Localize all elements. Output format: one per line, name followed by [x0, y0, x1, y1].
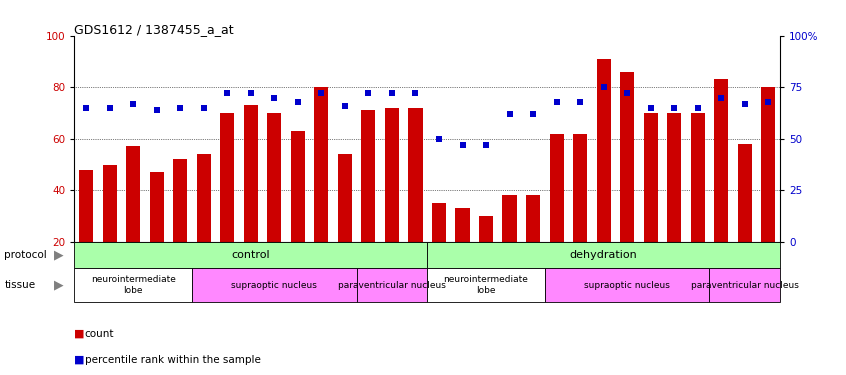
- Bar: [545, 268, 710, 302]
- Bar: [738, 144, 752, 242]
- Bar: [432, 203, 446, 242]
- Point: [620, 90, 634, 96]
- Text: ▶: ▶: [54, 249, 63, 261]
- Point: [644, 105, 657, 111]
- Bar: [479, 216, 493, 242]
- Bar: [315, 87, 328, 242]
- Point: [126, 101, 140, 107]
- Bar: [427, 242, 780, 268]
- Point: [456, 142, 470, 148]
- Point: [362, 90, 376, 96]
- Point: [761, 99, 775, 105]
- Text: protocol: protocol: [4, 250, 47, 260]
- Bar: [74, 242, 427, 268]
- Point: [150, 107, 163, 113]
- Bar: [714, 80, 728, 242]
- Point: [244, 90, 257, 96]
- Text: ■: ■: [74, 329, 85, 339]
- Bar: [503, 195, 517, 242]
- Bar: [126, 147, 140, 242]
- Text: paraventricular nucleus: paraventricular nucleus: [338, 280, 446, 290]
- Bar: [220, 113, 234, 242]
- Point: [738, 101, 751, 107]
- Bar: [620, 72, 634, 242]
- Bar: [244, 105, 258, 242]
- Point: [526, 111, 540, 117]
- Point: [315, 90, 328, 96]
- Text: neurointermediate
lobe: neurointermediate lobe: [443, 275, 529, 295]
- Bar: [690, 113, 705, 242]
- Point: [385, 90, 398, 96]
- Point: [667, 105, 681, 111]
- Point: [432, 136, 446, 142]
- Bar: [150, 172, 164, 242]
- Bar: [102, 165, 117, 242]
- Point: [80, 105, 93, 111]
- Point: [714, 94, 728, 100]
- Bar: [455, 209, 470, 242]
- Text: GDS1612 / 1387455_a_at: GDS1612 / 1387455_a_at: [74, 22, 234, 36]
- Point: [550, 99, 563, 105]
- Point: [173, 105, 187, 111]
- Bar: [526, 195, 540, 242]
- Text: neurointermediate
lobe: neurointermediate lobe: [91, 275, 176, 295]
- Text: supraoptic nucleus: supraoptic nucleus: [585, 280, 670, 290]
- Text: paraventricular nucleus: paraventricular nucleus: [691, 280, 799, 290]
- Bar: [80, 170, 93, 242]
- Bar: [667, 113, 681, 242]
- Text: dehydration: dehydration: [569, 250, 638, 260]
- Bar: [710, 268, 780, 302]
- Bar: [267, 113, 282, 242]
- Point: [596, 84, 610, 90]
- Point: [221, 90, 234, 96]
- Text: percentile rank within the sample: percentile rank within the sample: [85, 355, 261, 365]
- Bar: [644, 113, 657, 242]
- Bar: [197, 154, 211, 242]
- Point: [197, 105, 211, 111]
- Bar: [74, 268, 192, 302]
- Point: [409, 90, 422, 96]
- Bar: [385, 108, 399, 242]
- Text: supraoptic nucleus: supraoptic nucleus: [232, 280, 317, 290]
- Bar: [409, 108, 422, 242]
- Text: ▶: ▶: [54, 279, 63, 291]
- Bar: [338, 154, 352, 242]
- Point: [574, 99, 587, 105]
- Bar: [427, 268, 545, 302]
- Text: control: control: [232, 250, 270, 260]
- Point: [503, 111, 516, 117]
- Point: [103, 105, 117, 111]
- Point: [291, 99, 305, 105]
- Bar: [550, 134, 563, 242]
- Bar: [761, 87, 775, 242]
- Bar: [291, 131, 305, 242]
- Bar: [573, 134, 587, 242]
- Bar: [361, 110, 376, 242]
- Point: [691, 105, 705, 111]
- Point: [338, 103, 352, 109]
- Point: [479, 142, 492, 148]
- Text: tissue: tissue: [4, 280, 36, 290]
- Bar: [192, 268, 357, 302]
- Bar: [357, 268, 427, 302]
- Bar: [173, 159, 187, 242]
- Point: [267, 94, 281, 100]
- Text: ■: ■: [74, 355, 85, 365]
- Bar: [596, 59, 611, 242]
- Text: count: count: [85, 329, 114, 339]
